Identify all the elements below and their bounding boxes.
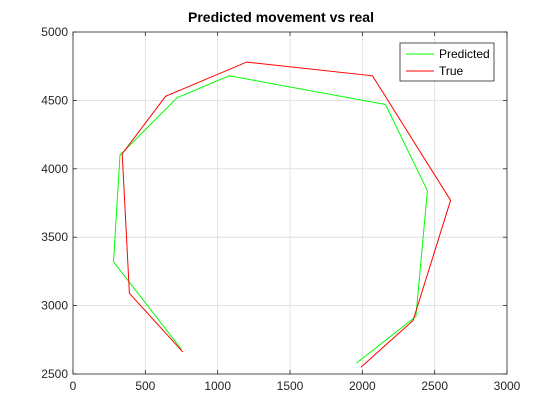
y-tick-labels: 2500 3000 3500 4000 4500 5000 (41, 25, 68, 381)
x-tick-label: 3000 (494, 379, 521, 393)
x-tick-label: 0 (70, 379, 77, 393)
legend-box (399, 42, 495, 82)
legend-label-true: True (439, 64, 464, 78)
x-tick-label: 2000 (349, 379, 376, 393)
y-tick-label: 4500 (41, 93, 68, 107)
axis-ticks (72, 31, 508, 375)
y-tick-label: 5000 (41, 25, 68, 39)
series-line-true (121, 61, 452, 368)
y-tick-label: 3500 (41, 230, 68, 244)
chart-title: Predicted movement vs real (188, 9, 374, 25)
y-tick-label: 4000 (41, 162, 68, 176)
x-tick-label: 2500 (421, 379, 448, 393)
series-line-predicted (112, 75, 428, 364)
legend-label-predicted: Predicted (439, 47, 490, 61)
plot-series (112, 61, 452, 368)
x-tick-label: 500 (135, 379, 155, 393)
y-tick-label: 2500 (41, 367, 68, 381)
x-tick-label: 1000 (204, 379, 231, 393)
x-tick-label: 1500 (277, 379, 304, 393)
y-tick-label: 3000 (41, 299, 68, 313)
legend: Predicted True (399, 42, 495, 82)
x-tick-labels: 0 500 1000 1500 2000 2500 3000 (70, 379, 521, 393)
